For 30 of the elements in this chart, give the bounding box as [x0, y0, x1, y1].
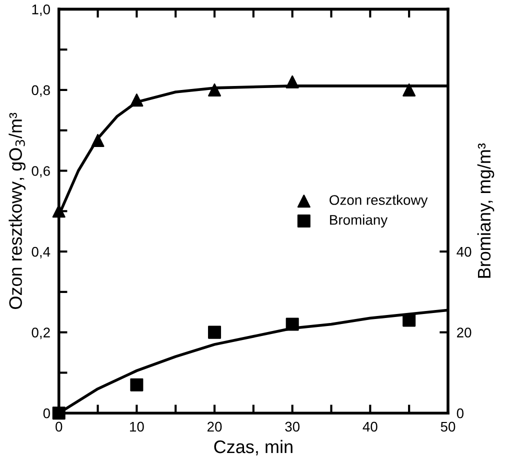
y2-axis-title: Bromiany, mg/m³ [477, 143, 494, 278]
point [402, 83, 416, 96]
x-tick-label: 10 [130, 422, 144, 432]
point [286, 318, 299, 331]
point [402, 314, 416, 327]
x-tick-label: 40 [362, 422, 378, 432]
y-tick-label: 1,0 [32, 4, 50, 16]
x-tick-label: 50 [440, 422, 456, 432]
x-tick-label: 20 [208, 422, 222, 432]
y-tick-label: 0 [43, 408, 50, 418]
point [208, 83, 222, 96]
x-axis-title: Czas, min [214, 440, 292, 456]
y2-tick-label: 0 [456, 408, 464, 418]
y-tick-label: 0,6 [32, 166, 50, 178]
point [52, 406, 66, 420]
point [286, 75, 299, 88]
y2-tick-label: 20 [457, 328, 472, 338]
y-tick-label: 0,2 [32, 328, 50, 340]
legend-label: Ozon resztkowy [330, 194, 428, 208]
point [91, 134, 104, 147]
x-tick-label: 0 [56, 422, 62, 432]
point [130, 94, 144, 107]
x-tick-label: 30 [285, 422, 300, 432]
point [130, 378, 144, 392]
y-tick-label: 0,8 [32, 85, 50, 97]
legend-label: Bromiany [330, 214, 388, 228]
y-tick-label: 0,4 [32, 246, 50, 258]
y2-tick-label: 40 [456, 246, 472, 257]
point [208, 326, 222, 339]
y-axis-title: Ozon resztkowy, gO$_{3}$/m³ [8, 112, 26, 309]
